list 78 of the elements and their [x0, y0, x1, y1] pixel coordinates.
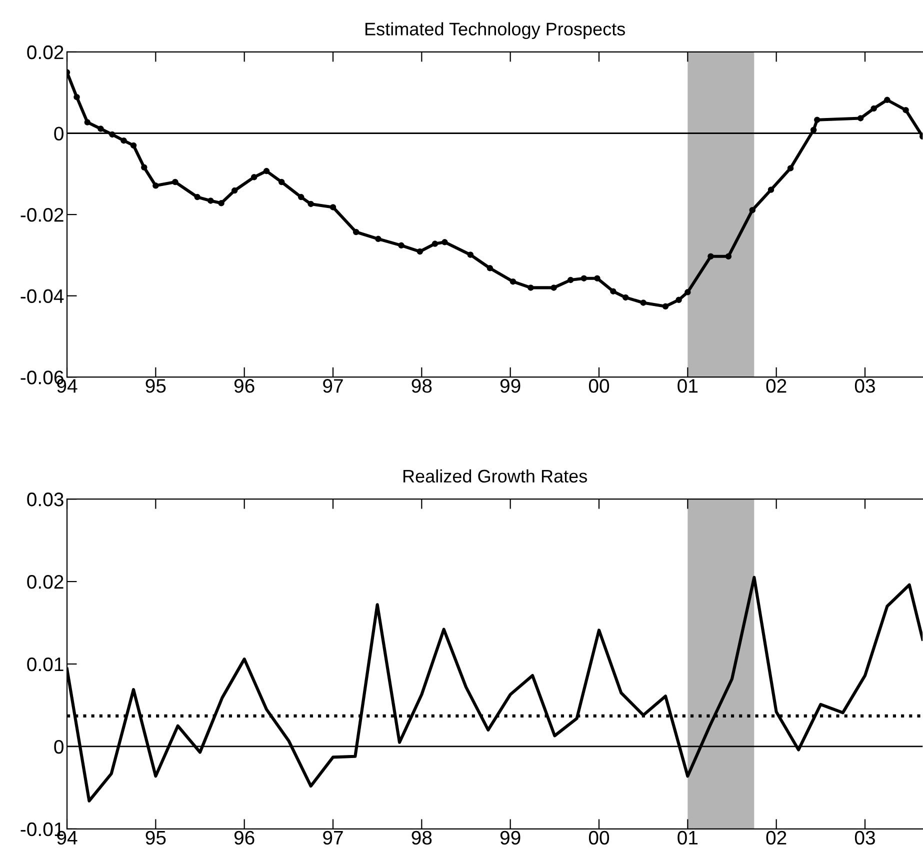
point	[594, 275, 600, 282]
point	[375, 236, 382, 242]
point	[330, 204, 336, 210]
point	[208, 198, 214, 204]
point	[902, 106, 909, 114]
point	[467, 252, 474, 258]
x-tick-label: 98	[412, 830, 432, 845]
point	[416, 248, 424, 255]
point	[278, 178, 285, 186]
point	[98, 126, 104, 132]
point	[708, 253, 714, 260]
x-tick-label: 95	[146, 830, 166, 845]
point	[250, 174, 258, 180]
point	[141, 164, 148, 171]
point	[870, 105, 877, 112]
x-tick-label: 03	[854, 830, 875, 845]
x-tick-label: 96	[234, 379, 254, 393]
x-tick-label: 03	[854, 379, 875, 393]
point	[172, 178, 178, 186]
point	[550, 284, 557, 291]
y-tick-label: -0.02	[20, 208, 64, 222]
point	[298, 194, 304, 200]
point	[308, 200, 314, 208]
x-tick-label: 99	[500, 830, 520, 845]
point	[263, 168, 270, 174]
chart-title: Estimated Technology Prospects	[366, 22, 625, 40]
point	[84, 119, 91, 126]
x-tick-label: 95	[146, 379, 166, 393]
point	[814, 116, 820, 123]
chart-title: Realized Growth Rates	[403, 469, 587, 483]
point	[194, 194, 200, 200]
point	[610, 288, 616, 294]
point	[130, 142, 137, 149]
point	[857, 115, 864, 122]
x-tick-label: 00	[588, 379, 610, 393]
point	[109, 131, 116, 138]
x-tick-label: 98	[412, 379, 432, 393]
point	[231, 187, 238, 194]
y-tick-label: 0.02	[27, 45, 64, 60]
x-tick-label: 02	[766, 830, 786, 845]
point	[580, 275, 588, 282]
y-tick-label: 0	[54, 126, 64, 140]
point	[640, 300, 646, 306]
point	[442, 239, 448, 246]
x-tick-label: 01	[678, 830, 698, 845]
point	[810, 126, 817, 134]
y-tick-label: 0.03	[27, 492, 64, 506]
x-tick-label: 99	[500, 379, 520, 393]
point	[528, 284, 534, 291]
point	[749, 206, 756, 214]
point	[152, 182, 159, 189]
point	[676, 296, 682, 304]
y-tick-label: 0.02	[27, 575, 64, 589]
x-tick-label: 96	[234, 830, 254, 845]
x-tick-label: 97	[323, 830, 343, 845]
point	[218, 200, 224, 206]
point	[398, 242, 404, 249]
point	[884, 96, 890, 104]
point	[725, 253, 732, 260]
x-tick-label: 00	[588, 830, 610, 845]
x-tick-label: 02	[766, 379, 786, 393]
point	[662, 303, 669, 310]
point	[768, 186, 774, 193]
y-tick-label: 0.01	[27, 657, 64, 672]
point	[622, 294, 629, 301]
x-tick-label: 01	[678, 379, 698, 393]
point	[432, 240, 438, 247]
point	[120, 137, 127, 144]
point	[787, 165, 794, 172]
point	[352, 228, 360, 236]
point	[684, 289, 691, 296]
point	[74, 94, 80, 100]
x-tick-label: 97	[323, 379, 343, 393]
point	[510, 278, 516, 285]
point	[568, 276, 574, 284]
point	[486, 265, 494, 272]
y-tick-label: 0	[54, 740, 64, 754]
y-tick-label: -0.04	[20, 289, 64, 304]
